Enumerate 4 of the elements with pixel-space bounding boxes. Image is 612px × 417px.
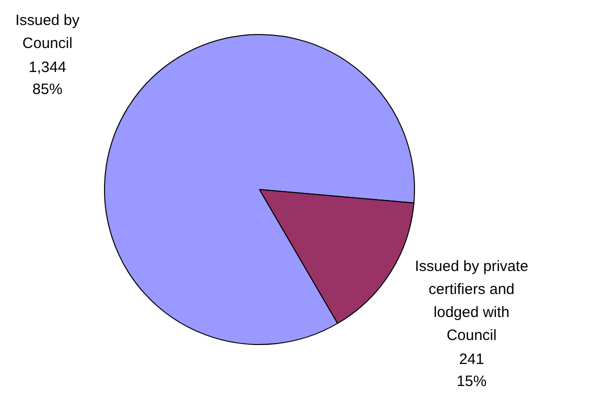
slice-label: Issued by private certifiers and lodged with Council <box>414 258 528 344</box>
slice-label: Issued by Council <box>15 12 80 52</box>
data-label: 241 15% <box>456 350 487 390</box>
data-label: 1,344 85% <box>28 59 66 98</box>
